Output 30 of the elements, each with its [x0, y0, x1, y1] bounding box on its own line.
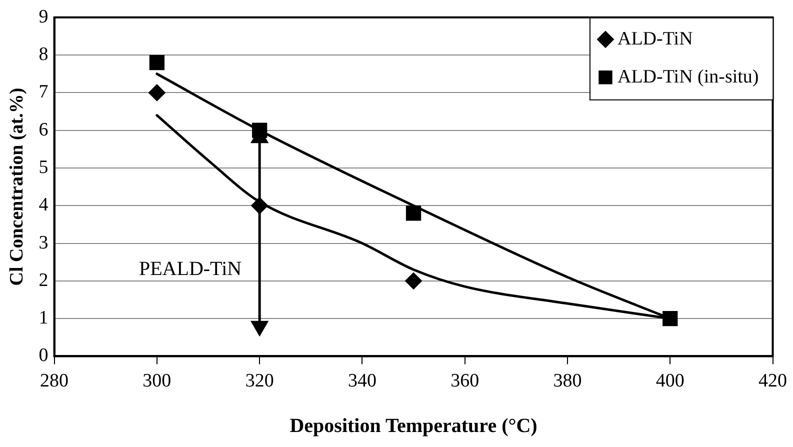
series-label: PEALD-TiN — [138, 258, 242, 280]
y-tick-label: 2 — [38, 270, 48, 291]
point — [148, 84, 166, 102]
x-tick-label: 380 — [553, 370, 582, 392]
y-tick-label: 7 — [38, 82, 48, 103]
y-tick-label: 6 — [38, 119, 48, 140]
y-tick-label: 1 — [38, 308, 48, 329]
y-tick-label: 4 — [38, 194, 49, 216]
x-tick-label: 340 — [348, 370, 376, 392]
point — [251, 197, 268, 214]
point — [149, 55, 165, 70]
point — [405, 272, 422, 290]
point — [252, 122, 268, 138]
x-tick-label: 420 — [758, 370, 787, 392]
x-tick-label: 300 — [142, 370, 172, 392]
y-tick-label: 3 — [38, 232, 48, 254]
x-tick-label: 360 — [450, 370, 480, 392]
y-tick-label: 0 — [38, 345, 48, 366]
y-tick-label: 9 — [38, 6, 48, 28]
y-tick-label: 8 — [38, 44, 48, 66]
y-tick-label: 5 — [38, 156, 48, 178]
x-tick-label: 400 — [656, 370, 684, 392]
legend-label: ALD-TiN — [617, 28, 694, 50]
x-tick-label: 320 — [245, 370, 274, 392]
point — [662, 310, 678, 326]
y-axis-title: Cl Concentration (at.%) — [6, 88, 28, 286]
x-axis-title: Deposition Temperature (°C) — [290, 415, 538, 438]
legend-label: ALD-TiN (in-situ) — [617, 66, 759, 88]
x-tick-label: 280 — [40, 370, 69, 392]
point — [406, 206, 422, 221]
